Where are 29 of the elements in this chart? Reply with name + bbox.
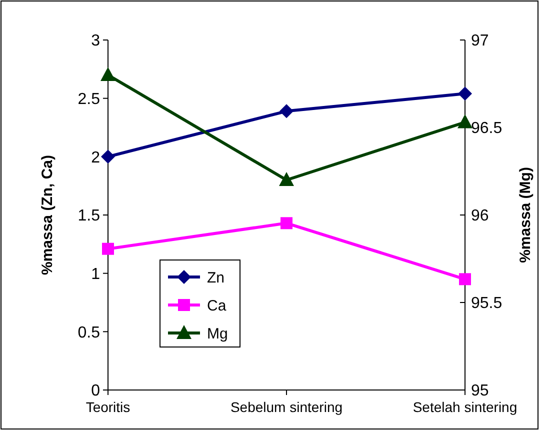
y2-axis-title: %massa (Mg): [517, 167, 534, 263]
legend-label: Zn: [207, 269, 225, 286]
point: [458, 114, 472, 128]
point: [279, 172, 294, 186]
point: [458, 86, 472, 101]
point: [280, 104, 294, 118]
y2-tick-label: 97: [471, 32, 489, 50]
x-tick-label: Setelah sintering: [412, 399, 518, 415]
y2-tick-label: 95.5: [471, 295, 502, 312]
point: [101, 150, 115, 164]
y-tick-label: 1: [91, 266, 100, 283]
y-tick-label: 3: [91, 32, 100, 50]
y-tick-label: 2.5: [78, 90, 100, 108]
y-tick-label: 2: [91, 149, 100, 166]
x-tick-label: Sebelum sintering: [230, 399, 343, 415]
legend-label: Mg: [207, 325, 228, 342]
y-tick-label: 0.5: [78, 324, 100, 342]
y2-tick-label: 95: [471, 382, 489, 400]
y2-tick-label: 96: [471, 208, 489, 225]
y-tick-label: 1.5: [78, 208, 100, 225]
x-tick-label: Teoritis: [86, 399, 130, 415]
point: [280, 217, 292, 230]
y-axis-title: %massa (Zn, Ca): [39, 154, 56, 276]
point: [459, 273, 471, 286]
y2-tick-label: 96.5: [471, 120, 502, 138]
legend-label: Ca: [207, 297, 227, 314]
point: [102, 242, 114, 255]
point: [100, 67, 116, 81]
y-tick-label: 0: [91, 382, 100, 400]
